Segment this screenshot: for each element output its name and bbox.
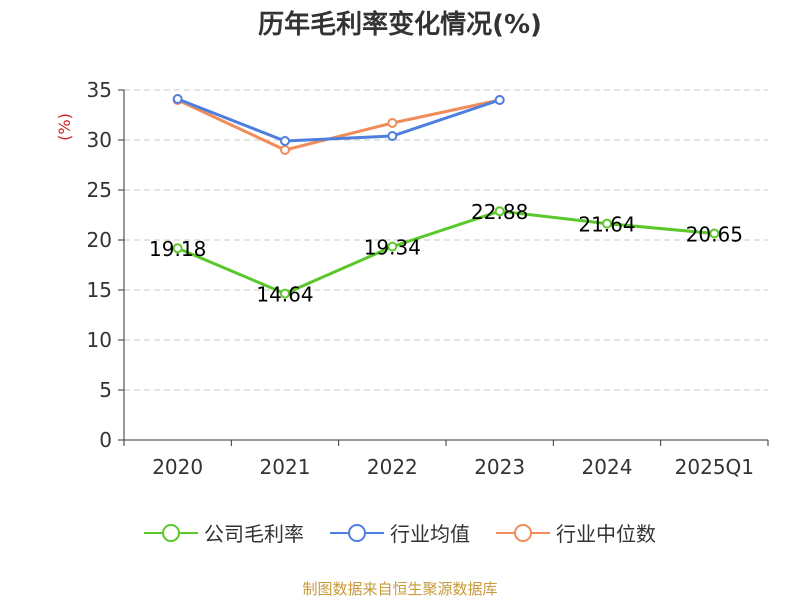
x-tick-label: 2022 — [367, 455, 418, 479]
legend-item-industry-mean[interactable]: 行业均值 — [330, 518, 470, 547]
x-tick-label: 2024 — [582, 455, 633, 479]
legend-marker-icon — [330, 523, 384, 542]
x-tick-label: 2020 — [152, 455, 203, 479]
data-label-layer: 19.18 14.64 19.34 22.88 21.64 20.65 — [149, 200, 743, 306]
y-axis-label: (%) — [55, 113, 74, 141]
x-tick-label: 2021 — [260, 455, 311, 479]
series-line — [177, 97, 501, 143]
data-point — [387, 131, 398, 141]
y-tick-label: 10 — [87, 328, 112, 352]
data-point — [280, 288, 290, 299]
x-tick-label: 2023 — [474, 455, 525, 479]
legend-marker-icon — [496, 523, 550, 542]
legend-item-company[interactable]: 公司毛利率 — [144, 518, 304, 547]
axis-layer: 0 5 10 15 20 25 30 35 2020 2021 2022 2023 2024 2025Q1 — [87, 78, 769, 479]
data-point — [387, 241, 398, 252]
legend: 公司毛利率 行业均值 行业中位数 — [0, 518, 800, 547]
data-label: 21.64 — [578, 213, 635, 237]
y-tick-label: 0 — [99, 428, 112, 452]
data-label: 19.34 — [364, 236, 421, 260]
data-point — [172, 94, 183, 104]
y-tick-label: 15 — [87, 278, 112, 302]
source-note: 制图数据来自恒生聚源数据库 — [302, 580, 498, 598]
y-tick-label: 35 — [87, 78, 112, 102]
y-tick-label: 5 — [99, 378, 112, 402]
x-tick-label: 2025Q1 — [675, 455, 754, 479]
data-point — [709, 228, 720, 239]
data-point — [494, 95, 505, 105]
chart-title: 历年毛利率变化情况(%) — [258, 10, 542, 40]
data-label: 14.64 — [256, 283, 313, 307]
data-label: 20.65 — [686, 223, 743, 247]
y-tick-label: 25 — [87, 178, 112, 202]
data-point — [494, 206, 505, 217]
legend-item-industry-median[interactable]: 行业中位数 — [496, 518, 656, 547]
y-tick-label: 30 — [87, 128, 112, 152]
legend-marker-icon — [144, 523, 198, 542]
data-point — [602, 218, 612, 229]
series-line — [177, 98, 500, 152]
legend-label: 公司毛利率 — [204, 522, 304, 546]
series-line — [177, 209, 715, 296]
data-point — [280, 136, 290, 146]
data-point — [387, 118, 398, 128]
data-point — [280, 145, 290, 155]
grid-layer — [124, 89, 768, 391]
legend-label: 行业中位数 — [556, 522, 656, 546]
series-layer — [172, 94, 720, 299]
legend-label: 行业均值 — [390, 522, 470, 546]
data-point — [172, 243, 183, 254]
data-label: 19.18 — [149, 237, 206, 261]
y-tick-label: 20 — [87, 228, 112, 252]
data-label: 22.88 — [471, 200, 528, 224]
